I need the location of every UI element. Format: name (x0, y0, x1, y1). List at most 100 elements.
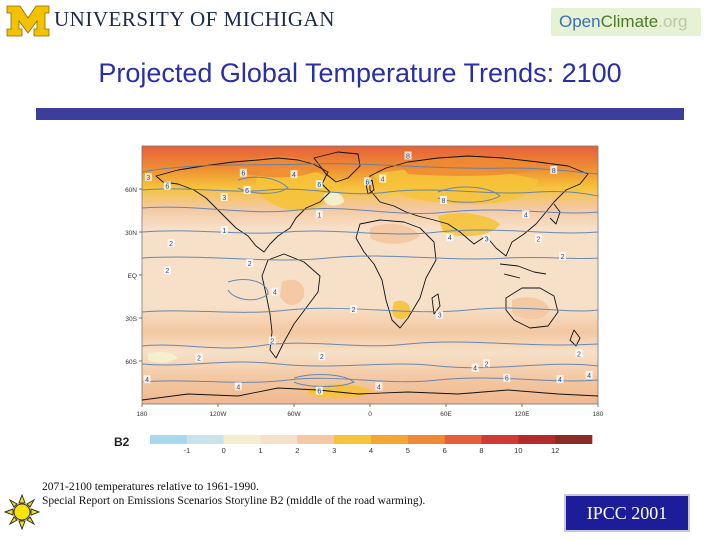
japan-coast (549, 203, 561, 225)
contour-label-bg (144, 173, 152, 182)
legend-swatch (186, 435, 224, 444)
legend-tick-label: 5 (406, 446, 410, 455)
greenland-coast (313, 151, 361, 183)
contour-label-bg (559, 251, 567, 260)
legend-swatch (297, 435, 335, 444)
indonesia-coast (499, 263, 547, 279)
contour-label: 3 (438, 313, 442, 320)
contour-label: 4 (587, 373, 591, 380)
lat-label: 30N (125, 230, 137, 237)
contour-label: 4 (273, 290, 277, 297)
contour-label: 2 (248, 261, 252, 268)
contour-line (142, 307, 598, 313)
legend-tick-label: 10 (514, 446, 522, 455)
new-zealand-coast (569, 329, 581, 347)
contour-label-bg (436, 310, 444, 319)
contour-line (142, 341, 598, 349)
contour-line (227, 279, 269, 301)
badge-open: Open (559, 12, 601, 31)
eurasia-hot-patch (398, 157, 548, 176)
contour-label: 1 (222, 228, 226, 235)
contour-line (293, 374, 355, 387)
legend-swatch (518, 435, 556, 444)
slide-header: UNIVERSITY OF MICHIGAN OpenClimate.org (0, 0, 720, 48)
legend-label: B2 (114, 435, 130, 449)
southern-ocean-cool-patch (148, 351, 178, 363)
contour-label: 8 (406, 154, 410, 161)
slide-title: Projected Global Temperature Trends: 210… (98, 58, 622, 88)
contour-label-bg (268, 336, 276, 345)
lon-label: 120W (210, 411, 228, 418)
contour-line (142, 377, 598, 383)
contour-label-bg (220, 193, 228, 202)
contour-line (142, 163, 598, 175)
badge-climate: Climate (600, 12, 659, 31)
lon-label: 180 (593, 411, 604, 418)
contour-labels: 8 8 3 6 6 4 6 6 4 3 6 1 8 4 4 3 2 1 2 2 2 2 4 2 3 2 2 2 2 2 4 4 6 4 4 6 4 4 (143, 151, 593, 396)
color-legend: -1 0 1 2 3 4 5 6 8 10 12 (150, 435, 593, 455)
legend-tick-label: 2 (295, 446, 299, 455)
legend-swatch (371, 435, 409, 444)
university-name: UNIVERSITY OF MICHIGAN (54, 7, 335, 31)
contour-label: 3 (485, 237, 489, 244)
legend-tick-label: 0 (222, 446, 226, 455)
contour-label: 4 (377, 384, 381, 391)
contour-label: 4 (448, 235, 452, 242)
contour-label: 4 (558, 377, 562, 384)
contour-label-bg (439, 195, 447, 204)
openclimate-logo-text: OpenClimate.org (559, 12, 688, 32)
legend-swatch (334, 435, 372, 444)
australia-coast (505, 287, 559, 329)
north-atlantic-cool-patch (324, 192, 344, 206)
contour-line (142, 255, 598, 261)
contour-label-bg (290, 170, 298, 179)
contour-line (437, 186, 501, 203)
legend-tick-label: 1 (258, 446, 262, 455)
contour-label: 2 (537, 237, 541, 244)
contour-label: 4 (473, 366, 477, 373)
sun-icon (4, 494, 40, 530)
openclimate-badge: OpenClimate.org (551, 8, 701, 36)
contour-label-bg (534, 234, 542, 243)
contour-label-bg (350, 304, 358, 313)
contour-label-bg (315, 180, 323, 189)
contour-label-bg (556, 375, 564, 384)
contour-label-bg (550, 165, 558, 174)
contour-label: 2 (271, 338, 275, 345)
contour-label-bg (315, 386, 323, 395)
contour-label-bg (575, 349, 583, 358)
legend-tick-label: 6 (443, 446, 447, 455)
lon-label: 60E (440, 411, 452, 418)
coastlines (142, 151, 598, 401)
contour-label-bg (143, 375, 151, 384)
contour-label: 4 (524, 212, 528, 219)
contour-label: 8 (552, 168, 556, 175)
contour-label: 6 (317, 389, 321, 396)
contour-label: 8 (442, 198, 446, 205)
legend-swatch (481, 435, 519, 444)
lat-label: 60N (125, 187, 137, 194)
contour-label: 2 (352, 307, 356, 314)
contour-label: 4 (381, 176, 385, 183)
legend-tick-label: 4 (369, 446, 373, 455)
contour-label: 6 (245, 188, 249, 195)
contour-label: 2 (577, 351, 581, 358)
caption-line-1: 2071-2100 temperatures relative to 1961-… (42, 481, 259, 493)
contour-label-bg (246, 259, 254, 268)
contour-label-bg (163, 266, 171, 275)
figure-caption: 2071-2100 temperatures relative to 1961-… (42, 480, 425, 508)
contour-label-bg (239, 168, 247, 177)
contour-label-bg (379, 174, 387, 183)
contour-label-bg (585, 370, 593, 379)
lat-label: EQ (128, 273, 137, 280)
contour-label-bg (234, 382, 242, 391)
contour-label-bg (446, 233, 454, 242)
lon-label: 60W (287, 411, 301, 418)
south-america-coast (261, 253, 321, 359)
contour-label: 2 (485, 361, 489, 368)
badge-org: .org (658, 12, 688, 31)
contour-line (142, 229, 598, 235)
contour-line (142, 188, 598, 197)
contour-label-bg (375, 382, 383, 391)
